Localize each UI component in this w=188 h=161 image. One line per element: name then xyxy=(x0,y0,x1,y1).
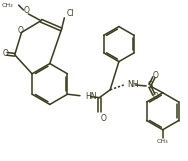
Text: HN: HN xyxy=(85,92,96,101)
Text: O: O xyxy=(153,71,159,80)
Text: S: S xyxy=(147,81,152,90)
Text: O: O xyxy=(24,5,29,14)
Text: CH₃: CH₃ xyxy=(1,3,13,8)
Text: CH₃: CH₃ xyxy=(157,139,168,144)
Text: O: O xyxy=(153,92,159,101)
Text: O: O xyxy=(100,114,106,123)
Text: NH: NH xyxy=(128,80,139,89)
Text: O: O xyxy=(3,49,9,58)
Text: Cl: Cl xyxy=(66,9,74,18)
Text: O: O xyxy=(18,26,24,35)
